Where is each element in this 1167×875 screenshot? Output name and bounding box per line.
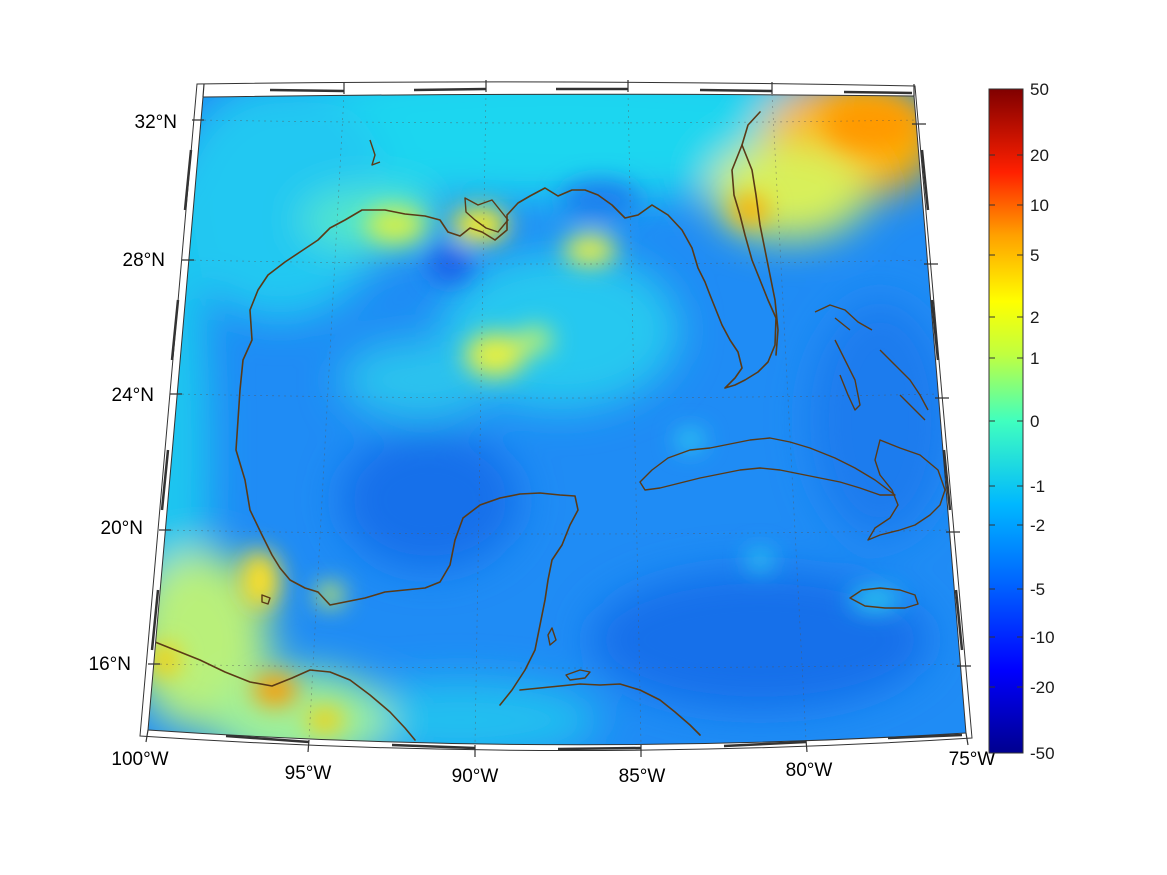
pacific-coastline (149, 639, 416, 741)
colorbar-tick-label: -2 (1030, 516, 1045, 535)
colorbar-tick-label: 2 (1030, 308, 1039, 327)
cozumel-outline (547, 627, 557, 646)
map-frame (139, 80, 973, 757)
jamaica-outline (849, 587, 919, 609)
lon-label-90w: 90°W (452, 766, 499, 787)
coastline-layer (149, 111, 946, 741)
hispaniola-outline (867, 439, 946, 541)
colorbar-tick-label: 5 (1030, 246, 1039, 265)
colorbar-tick-label: 50 (1030, 80, 1049, 99)
colorbar-tick-label: -5 (1030, 580, 1045, 599)
colorbar-tick-label: -50 (1030, 744, 1055, 763)
bahamas-outline (814, 304, 929, 421)
lat-label-20n: 20°N (101, 518, 143, 539)
central-america-coastline (519, 683, 701, 736)
mississippi-delta (464, 197, 509, 233)
small-island-2 (565, 669, 591, 681)
colorbar-tick-label: 10 (1030, 196, 1049, 215)
lat-label-28n: 28°N (123, 250, 165, 271)
colorbar-tick-label: 1 (1030, 349, 1039, 368)
colorbar-tick-label: 0 (1030, 412, 1039, 431)
lat-label-24n: 24°N (112, 385, 154, 406)
small-island-1 (261, 594, 271, 605)
lon-label-95w: 95°W (285, 763, 332, 784)
florida-atlantic-coastline (741, 144, 779, 356)
colorbar-tick-label: 20 (1030, 146, 1049, 165)
small-island-3 (369, 139, 381, 166)
lon-label-85w: 85°W (619, 766, 666, 787)
lon-label-100w: 100°W (111, 749, 168, 770)
lat-label-16n: 16°N (89, 654, 131, 675)
lat-label-32n: 32°N (135, 112, 177, 133)
field-raster (148, 94, 966, 745)
colorbar-tick-label: -10 (1030, 628, 1055, 647)
latitude-labels: 32°N 28°N 24°N 20°N 16°N (89, 112, 177, 675)
lon-label-75w: 75°W (949, 749, 996, 770)
longitude-labels: 100°W 95°W 90°W 85°W 80°W 75°W (111, 749, 995, 787)
gulf-coastline (235, 111, 777, 706)
colorbar-tick-label: -20 (1030, 678, 1055, 697)
colorbar-tick-label: -1 (1030, 477, 1045, 496)
cuba-outline (639, 437, 896, 496)
lon-label-80w: 80°W (786, 760, 833, 781)
